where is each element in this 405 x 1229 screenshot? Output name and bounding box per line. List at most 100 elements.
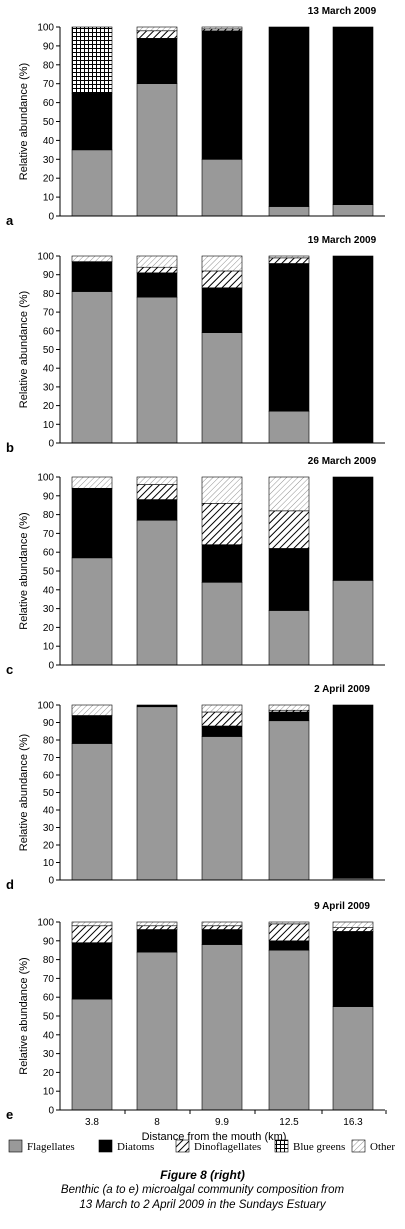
- panel-title: 26 March 2009: [308, 456, 377, 467]
- legend-item-dinoflagellates: Dinoflagellates: [175, 1139, 261, 1153]
- bar-diatoms-8: [136, 272, 178, 298]
- y-tick-label: 20: [43, 1068, 55, 1079]
- y-tick-label: 30: [43, 823, 55, 834]
- panel-title: 13 March 2009: [308, 6, 377, 17]
- bar-dinoflagellates-12.5: [268, 510, 310, 549]
- bar-diatoms-12.5: [268, 548, 310, 611]
- bar-stack-8: [136, 476, 178, 666]
- bar-stack-9.9: [201, 255, 243, 444]
- caption-title: Figure 8 (right): [160, 1168, 245, 1182]
- bar-diatoms-8: [136, 929, 178, 953]
- panel-letter: d: [6, 877, 14, 892]
- y-tick-label: 40: [43, 806, 55, 817]
- y-tick-label: 70: [43, 308, 55, 319]
- bar-flagellates-12.5: [268, 410, 310, 444]
- bar-stack-9.9: [201, 921, 243, 1111]
- legend-swatch: [175, 1139, 190, 1153]
- y-tick-label: 20: [43, 401, 55, 412]
- y-tick-label: 90: [43, 718, 55, 729]
- y-tick-label: 100: [37, 473, 54, 484]
- bar-stack-16.3: [332, 476, 374, 666]
- y-tick-label: 60: [43, 548, 55, 559]
- bar-other-3.8: [71, 476, 113, 489]
- y-tick-label: 40: [43, 364, 55, 375]
- bar-diatoms-12.5: [268, 263, 310, 412]
- bar-stack-3.8: [71, 255, 113, 444]
- bar-diatoms-8: [136, 499, 178, 521]
- bar-stack-8: [136, 921, 178, 1111]
- bar-other-3.8: [71, 921, 113, 927]
- legend-label: Diatoms: [117, 1141, 154, 1153]
- bar-flagellates-8: [136, 519, 178, 666]
- bar-stack-3.8: [71, 921, 113, 1111]
- bar-flagellates-9.9: [201, 332, 243, 444]
- y-tick-label: 40: [43, 136, 55, 147]
- bar-flagellates-9.9: [201, 159, 243, 217]
- legend-item-diatoms: Diatoms: [98, 1139, 154, 1153]
- y-tick-label: 0: [48, 1106, 54, 1117]
- y-tick-label: 40: [43, 585, 55, 596]
- bar-other-3.8: [71, 255, 113, 262]
- y-tick-label: 80: [43, 510, 55, 521]
- y-axis-label: Relative abundance (%): [18, 63, 30, 180]
- bar-other-12.5: [268, 255, 310, 259]
- legend-label: Other: [370, 1141, 395, 1153]
- y-tick-label: 10: [43, 193, 55, 204]
- y-tick-label: 70: [43, 79, 55, 90]
- bar-other-9.9: [201, 476, 243, 504]
- bar-diatoms-16.3: [332, 476, 374, 581]
- y-tick-label: 50: [43, 1012, 55, 1023]
- y-tick-label: 50: [43, 567, 55, 578]
- panel-c: 0 10 20 30 40 50 60 70 80 90 100 Relative abundance…: [6, 456, 385, 677]
- y-tick-label: 60: [43, 98, 55, 109]
- bar-diatoms-16.3: [332, 704, 374, 879]
- y-tick-label: 100: [37, 23, 54, 34]
- legend-swatch: [351, 1139, 366, 1153]
- bar-stack-9.9: [201, 704, 243, 881]
- bar-other-12.5: [268, 476, 310, 512]
- y-axis-label: Relative abundance (%): [18, 291, 30, 408]
- y-tick-label: 60: [43, 326, 55, 337]
- y-axis-label: Relative abundance (%): [18, 512, 30, 629]
- bar-flagellates-16.3: [332, 204, 374, 217]
- y-tick-label: 10: [43, 420, 55, 431]
- panel-e: 0 10 20 30 40 50 60 70 80 90 100 Relative abundance…: [6, 901, 387, 1143]
- legend-swatch: [8, 1139, 23, 1153]
- y-tick-label: 80: [43, 289, 55, 300]
- bar-diatoms-3.8: [71, 942, 113, 1000]
- bar-diatoms-8: [136, 704, 178, 708]
- legend-item-other: Other: [351, 1139, 395, 1153]
- bar-stack-9.9: [201, 26, 243, 217]
- y-tick-label: 50: [43, 117, 55, 128]
- y-tick-label: 100: [37, 701, 54, 712]
- y-tick-label: 0: [48, 661, 54, 672]
- panel-title: 2 April 2009: [314, 684, 370, 695]
- y-tick-label: 0: [48, 439, 54, 450]
- bar-stack-3.8: [71, 476, 113, 666]
- bar-dinoflagellates-3.8: [71, 925, 113, 943]
- bar-dinoflagellates-12.5: [268, 923, 310, 942]
- bar-dinoflagellates-12.5: [268, 257, 310, 264]
- panel-letter: a: [6, 213, 14, 228]
- bar-diatoms-3.8: [71, 715, 113, 744]
- y-tick-label: 0: [48, 212, 54, 223]
- bar-other-3.8: [71, 704, 113, 716]
- legend-swatch: [98, 1139, 113, 1153]
- y-tick-label: 10: [43, 858, 55, 869]
- bar-diatoms-9.9: [201, 30, 243, 160]
- bar-other-9.9: [201, 26, 243, 30]
- bar-flagellates-12.5: [268, 949, 310, 1111]
- panel-title: 9 April 2009: [314, 901, 370, 912]
- bar-stack-8: [136, 255, 178, 444]
- bar-stack-12.5: [268, 704, 310, 881]
- legend-label: Dinoflagellates: [194, 1141, 261, 1153]
- bar-other-8: [136, 921, 178, 927]
- bar-other-8: [136, 476, 178, 485]
- bar-stack-3.8: [71, 26, 113, 217]
- y-tick-label: 10: [43, 1087, 55, 1098]
- y-tick-label: 80: [43, 736, 55, 747]
- bar-flagellates-8: [136, 706, 178, 881]
- bar-flagellates-3.8: [71, 743, 113, 881]
- y-tick-label: 90: [43, 41, 55, 52]
